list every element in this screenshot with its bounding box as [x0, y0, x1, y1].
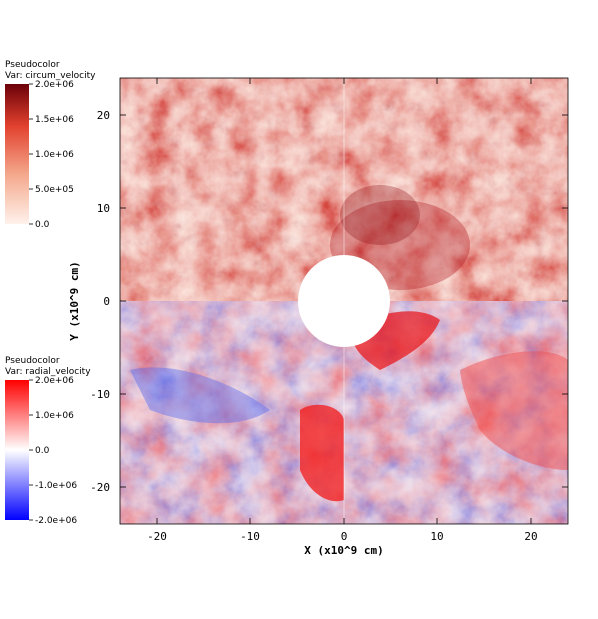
x-tick-label-0: -20	[147, 530, 167, 543]
x-tick-label-2: 0	[341, 530, 348, 543]
y-tick-label-4: -20	[90, 481, 110, 494]
y-tick-label-2: 0	[103, 295, 110, 308]
y-tick-label-0: 20	[97, 109, 110, 122]
legend-1-tick-4: 0.0	[35, 220, 50, 230]
x-tick-label-4: 20	[524, 530, 537, 543]
x-tick-label-1: -10	[240, 530, 260, 543]
x-axis-title: X (x10^9 cm)	[304, 544, 383, 557]
legend-1-tick-0: 2.0e+06	[35, 80, 74, 90]
x-tick-label-3: 10	[430, 530, 443, 543]
legend-radial-velocity: Pseudocolor Var: radial_velocity 2.0e+06…	[5, 356, 91, 526]
legend-1-colorbar	[5, 84, 29, 224]
legend-2-colorbar	[5, 380, 29, 520]
legend-1-tick-2: 1.0e+06	[35, 150, 74, 160]
legend-2-var-label: Var: radial_velocity	[5, 367, 91, 377]
legend-2-tick-2: 0.0	[35, 446, 50, 456]
y-tick-label-1: 10	[97, 202, 110, 215]
legend-1-var-label: Var: circum_velocity	[5, 71, 96, 81]
legend-2-tick-0: 2.0e+06	[35, 376, 74, 386]
legend-1-plot-label: Pseudocolor	[5, 60, 60, 70]
y-axis-title: Y (x10^9 cm)	[68, 261, 81, 340]
field-bottom-radial-velocity	[120, 301, 568, 524]
inner-core-mask	[298, 255, 390, 347]
legend-circum-velocity: Pseudocolor Var: circum_velocity 2.0e+06…	[5, 60, 96, 230]
legend-1-tick-1: 1.5e+06	[35, 115, 74, 125]
legend-2-tick-3: -1.0e+06	[35, 481, 77, 491]
legend-1-tick-3: 5.0e+05	[35, 185, 74, 195]
y-tick-label-3: -10	[90, 388, 110, 401]
legend-2-tick-1: 1.0e+06	[35, 411, 74, 421]
tick-marks	[120, 78, 568, 524]
legend-2-tick-4: -2.0e+06	[35, 516, 77, 526]
legend-2-plot-label: Pseudocolor	[5, 356, 60, 366]
